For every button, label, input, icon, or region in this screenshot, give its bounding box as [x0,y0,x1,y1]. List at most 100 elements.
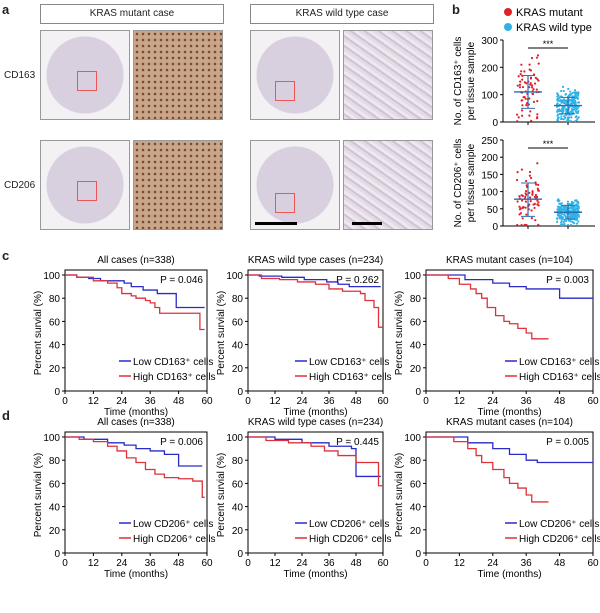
y-label: No. of CD206⁺ cells [453,139,464,228]
data-point [556,92,559,95]
data-point [529,77,533,80]
tma-core-mutant-cd163 [40,30,130,120]
data-point [575,119,578,122]
y-tick-label: 80 [410,456,422,467]
data-point [516,113,519,116]
y-tick-label: 20 [410,526,422,537]
data-point [537,189,540,192]
data-point [558,215,561,219]
panel-label-c: c [2,248,10,263]
data-point [534,193,538,197]
data-point [529,176,533,180]
y-label-2: per tissue sample [466,143,477,222]
data-point [516,84,519,87]
y-tick-label: 0 [415,549,421,560]
x-tick-label: 0 [62,558,68,569]
data-point [531,193,534,196]
chart-title: All cases (n=338) [97,417,175,428]
data-point [569,93,572,96]
data-point [556,113,560,116]
data-point [565,219,568,223]
data-point [565,103,568,106]
data-point [536,162,539,165]
data-point [567,87,570,90]
data-point [569,212,572,215]
y-tick-label: 100 [43,271,60,282]
data-point [560,100,563,103]
x-tick-label: 60 [201,396,213,407]
x-tick-label: 24 [296,558,308,569]
y-tick-label: 60 [410,479,422,490]
plot-frame [247,269,384,392]
data-point [566,118,569,121]
legend-label-high: High CD163⁺ cells [309,372,392,383]
x-tick-label: 24 [296,396,308,407]
y-tick-label: 250 [481,136,498,147]
y-tick-label: 0 [54,549,60,560]
data-point [537,201,540,204]
data-point [562,89,565,93]
tma-core-mutant-cd206 [40,140,130,230]
y-tick-label: 40 [232,503,244,514]
data-point [523,81,527,84]
x-tick-label: 24 [116,396,128,407]
data-point [521,217,524,220]
data-point [573,108,576,111]
x-tick-label: 48 [350,558,362,569]
p-value: P = 0.262 [336,275,379,286]
data-point [566,116,569,119]
data-point [576,111,579,114]
data-point [531,92,535,96]
zoom-wild-cd163 [343,30,433,120]
data-point [574,215,577,218]
x-tick-label: 12 [269,558,281,569]
data-point [571,97,574,101]
data-point [531,191,534,195]
x-tick-label: 60 [377,558,389,569]
legend-label-high: High CD163⁺ cells [133,372,216,383]
data-point [535,88,538,91]
legend-label-low: Low CD163⁺ cells [519,357,599,368]
legend-label-low: Low CD206⁺ cells [519,519,599,530]
y-tick-label: 200 [481,63,498,74]
chart-title: KRAS mutant cases (n=104) [446,255,573,266]
data-point [566,200,570,203]
x-tick-label: 24 [116,558,128,569]
x-tick-label: 60 [201,558,213,569]
x-label: Time (months) [283,569,347,580]
y-tick-label: 40 [49,503,61,514]
x-tick-label: 48 [350,396,362,407]
data-point [537,204,540,207]
data-point [573,222,576,225]
data-point [520,199,524,202]
x-tick-label: 60 [587,558,599,569]
tma-core-wild-cd206 [250,140,340,230]
data-point [562,107,565,110]
tma-core-wild-cd163 [250,30,340,120]
data-point [537,79,540,82]
y-tick-label: 100 [481,91,498,102]
data-point [565,108,568,111]
header-kras-wild: KRAS wild type case [250,4,434,24]
data-point [520,63,523,66]
data-point [516,120,519,123]
data-point [570,202,574,205]
data-point [573,205,576,208]
y-tick-label: 60 [232,479,244,490]
survival-curve-high [65,274,205,331]
x-tick-label: 60 [377,396,389,407]
data-point [529,200,532,203]
significance-stars: *** [543,139,554,149]
chart-title: All cases (n=338) [97,255,175,266]
data-point [537,183,540,187]
x-tick-label: 12 [88,396,100,407]
y-tick-label: 300 [481,36,498,47]
data-point [528,196,532,199]
survival-curve-high [426,274,549,340]
y-tick-label: 80 [49,294,61,305]
legend-label-high: High CD163⁺ cells [519,372,600,383]
data-point [568,111,571,114]
data-point [536,54,540,57]
x-tick-label: 36 [145,558,157,569]
